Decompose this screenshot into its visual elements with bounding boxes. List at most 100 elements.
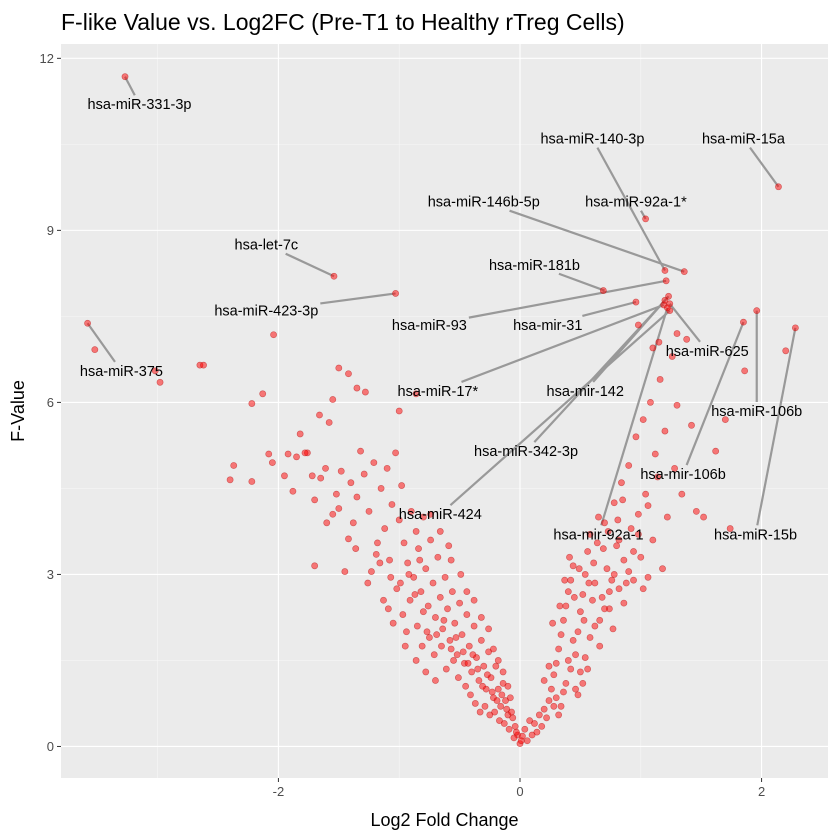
data-point: [599, 287, 607, 294]
data-point: [406, 596, 414, 604]
data-point: [494, 657, 502, 664]
data-point: [608, 576, 616, 584]
data-point: [656, 376, 664, 383]
plot-panel: [61, 44, 828, 778]
data-point: [512, 728, 520, 736]
data-point: [347, 479, 355, 487]
data-point: [447, 556, 455, 564]
data-points: [84, 73, 799, 747]
data-point: [374, 539, 381, 547]
data-point: [642, 215, 650, 223]
data-point: [426, 634, 433, 641]
data-point: [440, 616, 448, 624]
data-point: [323, 519, 331, 527]
point-label: hsa-miR-423-3p: [214, 304, 318, 320]
data-point: [511, 722, 519, 730]
data-point: [630, 576, 637, 584]
x-tick-label: 2: [758, 784, 765, 799]
data-point: [393, 585, 401, 593]
data-point: [505, 725, 513, 733]
data-point: [552, 694, 560, 702]
data-point: [452, 634, 460, 641]
data-point: [591, 622, 599, 630]
point-label: hsa-miR-15a: [702, 132, 786, 148]
data-point: [721, 416, 729, 424]
data-point: [470, 622, 478, 630]
data-point: [361, 388, 369, 396]
data-point: [668, 353, 676, 360]
data-point: [477, 636, 485, 644]
data-point: [335, 364, 343, 372]
data-point: [555, 645, 563, 653]
data-point: [436, 593, 444, 601]
data-point: [471, 700, 479, 707]
data-point: [317, 474, 325, 482]
data-point: [419, 608, 427, 616]
data-point: [680, 268, 688, 276]
data-point: [634, 530, 642, 538]
data-point: [341, 568, 349, 575]
data-point: [517, 737, 525, 745]
data-point: [474, 665, 482, 673]
data-point: [200, 361, 207, 369]
point-label: hsa-miR-140-3p: [540, 132, 644, 148]
data-point: [296, 430, 304, 438]
data-point: [248, 478, 256, 485]
label-leader-line: [285, 252, 335, 278]
data-point: [412, 657, 420, 664]
data-point: [555, 711, 563, 719]
data-point: [121, 73, 129, 81]
data-point: [634, 321, 642, 329]
data-point: [438, 642, 445, 650]
data-point: [490, 645, 497, 653]
data-point: [353, 493, 361, 501]
data-point: [368, 568, 375, 575]
point-label: hsa-miR-146b-5p: [428, 195, 540, 211]
data-point: [392, 449, 399, 457]
data-point: [476, 708, 484, 716]
data-point: [632, 433, 640, 441]
data-point: [308, 472, 316, 480]
data-point: [560, 688, 567, 696]
point-label: hsa-miR-15b: [714, 527, 797, 543]
data-point: [673, 401, 681, 409]
data-point: [416, 556, 424, 564]
data-point: [639, 416, 647, 424]
label-leader-line: [86, 322, 116, 363]
data-point: [412, 528, 420, 535]
data-point: [248, 400, 256, 407]
data-point: [481, 702, 489, 710]
data-point: [498, 691, 506, 699]
data-point: [422, 565, 430, 573]
data-point: [151, 367, 159, 375]
data-point: [464, 659, 472, 667]
data-point: [601, 605, 608, 613]
data-point: [567, 665, 575, 673]
y-axis-title: F-Value: [8, 380, 28, 442]
data-point: [156, 378, 164, 386]
data-point: [448, 588, 456, 596]
data-point: [630, 548, 637, 555]
data-point: [352, 545, 360, 553]
data-point: [405, 571, 413, 578]
y-tick-label: 9: [47, 223, 54, 238]
data-point: [462, 682, 470, 690]
data-point: [678, 490, 686, 498]
data-point: [469, 651, 477, 659]
data-point: [432, 614, 439, 621]
data-point: [509, 714, 517, 722]
point-label: hsa-miR-342-3p: [474, 444, 578, 460]
data-point: [601, 519, 608, 527]
data-point: [230, 462, 238, 469]
data-point: [504, 682, 512, 690]
data-point: [433, 631, 441, 639]
data-point: [547, 685, 555, 693]
data-point: [659, 565, 666, 573]
data-point: [444, 605, 451, 613]
data-point: [661, 296, 669, 304]
data-point: [595, 513, 602, 521]
point-labels: hsa-miR-331-3p hsa-miR-140-3p hsa-miR-15a h…: [80, 97, 802, 543]
data-point: [427, 536, 435, 544]
data-point: [345, 535, 352, 543]
label-leader-line: [124, 76, 136, 96]
